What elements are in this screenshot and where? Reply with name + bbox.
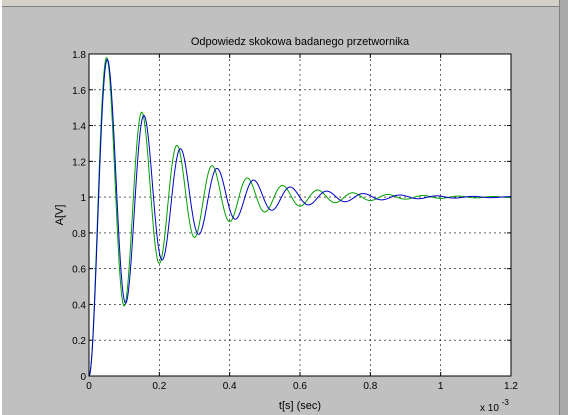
y-axis-label: A[V] — [54, 205, 66, 226]
y-tick-label: 0 — [80, 372, 86, 383]
series-line-2 — [88, 58, 512, 377]
y-tick-label: 1.2 — [72, 157, 86, 168]
y-tick-label: 1.4 — [72, 122, 86, 133]
x-tick-labels: 0 0.2 0.4 0.6 0.8 1 1.2 — [86, 381, 518, 392]
x-tick-label: 0 — [86, 381, 92, 392]
window-scrollbar[interactable] — [559, 0, 568, 415]
plot-border — [88, 53, 512, 377]
y-tick-label: 0.6 — [72, 265, 86, 276]
y-tick-label: 0.4 — [72, 300, 86, 311]
y-tick-label: 1 — [80, 193, 86, 204]
x-tick-label: 0.8 — [363, 381, 377, 392]
x-axis-label: t[s] (sec) — [279, 400, 321, 412]
series-layer — [88, 56, 512, 377]
y-tick-label: 1.6 — [72, 86, 86, 97]
y-tick-label: 1.8 — [72, 50, 86, 61]
x-exponent-power: -3 — [502, 398, 510, 407]
grid — [89, 54, 511, 376]
window-left-edge — [0, 0, 2, 415]
x-tick-label: 1 — [438, 381, 444, 392]
series-line-1 — [88, 56, 511, 377]
x-exponent-base: x 10 — [480, 403, 499, 414]
x-exponent-label: x 10 -3 — [480, 398, 509, 414]
x-tick-label: 1.2 — [504, 381, 518, 392]
y-tick-label: 0.2 — [72, 336, 86, 347]
chart-title: Odpowiedz skokowa badanego przetwornika — [191, 36, 410, 48]
y-tick-label: 0.8 — [72, 229, 86, 240]
x-tick-label: 0.2 — [152, 381, 166, 392]
window-top-edge — [0, 0, 568, 7]
y-tick-labels: 0 0.2 0.4 0.6 0.8 1 1.2 1.4 1.6 1.8 — [72, 50, 86, 383]
x-tick-label: 0.6 — [293, 381, 307, 392]
x-tick-label: 0.4 — [223, 381, 237, 392]
